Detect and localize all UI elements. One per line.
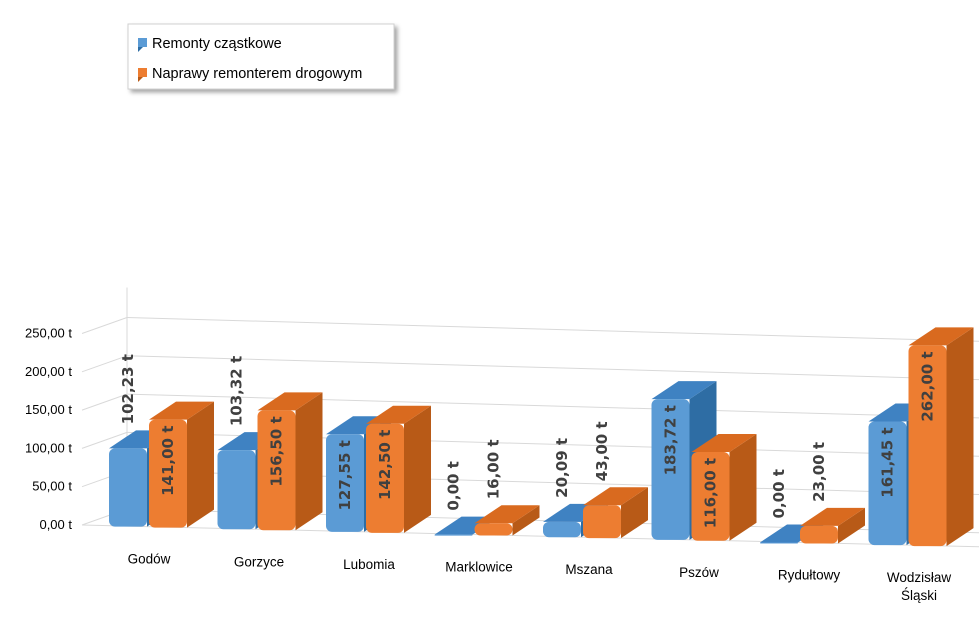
x-tick-label: Wodzisław Śląski (887, 570, 952, 603)
x-tick-label: Gorzyce (234, 554, 284, 569)
data-label: 0,00 t (445, 461, 463, 510)
data-label: 183,72 t (662, 405, 680, 475)
bar-top (257, 392, 323, 411)
gridline-side (81, 393, 128, 411)
y-tick-label: 0,00 t (39, 517, 72, 532)
bar-front (800, 525, 838, 544)
bar-side (621, 487, 648, 539)
bar-top (583, 487, 648, 506)
data-label: 23,00 t (810, 442, 828, 502)
bar-side (187, 401, 214, 528)
bar-front (583, 505, 621, 539)
bar-side (295, 392, 323, 531)
bar (474, 505, 540, 536)
bar-top (474, 505, 540, 524)
bar-front (434, 534, 473, 536)
legend-marker-remonty (138, 38, 147, 52)
gridline-side (81, 317, 128, 334)
legend-box (127, 23, 395, 90)
data-label: 262,00 t (919, 351, 937, 421)
bar-top (651, 381, 717, 400)
bar (149, 401, 214, 528)
bar (691, 433, 757, 541)
data-label: 20,09 t (553, 438, 571, 498)
y-tick-label: 50,00 t (32, 479, 72, 494)
data-label: 156,50 t (268, 416, 286, 486)
bar-front (651, 399, 690, 540)
legend: Remonty cząstkowe Naprawy remonterem dro… (127, 23, 395, 90)
bar-front (908, 345, 947, 547)
gridline-side (81, 355, 128, 373)
y-tick-label: 200,00 t (25, 364, 72, 379)
data-label: 161,45 t (879, 427, 897, 497)
bar-top (908, 327, 974, 346)
data-label: 103,32 t (228, 356, 246, 426)
bar-top (149, 401, 214, 420)
bar-front (257, 410, 296, 531)
y-tick-label: 150,00 t (25, 402, 72, 417)
x-tick-label: Pszów (679, 565, 719, 580)
data-label: 0,00 t (770, 469, 788, 518)
data-labels: 102,23 t 141,00 t 103,32 t 156,50 t 127,55 t… (119, 351, 937, 528)
bar-side (838, 507, 865, 544)
bar-front (149, 419, 187, 528)
data-label: 102,23 t (119, 354, 137, 424)
bar-front (326, 434, 364, 532)
bar-side (512, 505, 540, 536)
bar (257, 392, 323, 531)
data-label: 141,00 t (159, 426, 177, 496)
x-tick-label: Rydułtowy (778, 567, 841, 582)
bar-top (691, 433, 757, 452)
bar-front (217, 450, 256, 530)
x-tick-label: Godów (128, 552, 171, 567)
bar (366, 405, 431, 533)
bar (908, 327, 974, 547)
bar-side (729, 433, 757, 541)
bar-front (366, 423, 404, 533)
bar (800, 507, 865, 544)
legend-marker-naprawy (138, 68, 147, 82)
gridline (126, 317, 979, 342)
gridline-side (81, 431, 128, 449)
bar-front (109, 448, 147, 527)
bar-front (691, 451, 730, 541)
bar-top (800, 507, 865, 526)
data-label: 43,00 t (593, 421, 611, 481)
data-label: 127,55 t (336, 440, 354, 510)
gridline (126, 355, 979, 381)
y-tick-label: 250,00 t (25, 326, 72, 341)
legend-label-remonty: Remonty cząstkowe (152, 36, 282, 52)
y-tick-label: 100,00 t (25, 440, 72, 455)
bar-front (474, 523, 513, 536)
x-tick-label: Marklowice (445, 560, 513, 575)
bar-side (404, 405, 431, 533)
bar-front (543, 521, 581, 538)
bar-top (366, 405, 431, 424)
data-label: 16,00 t (485, 439, 503, 499)
data-label: 116,00 t (702, 458, 720, 528)
x-tick-label: Lubomia (343, 557, 395, 572)
bar-side (946, 327, 974, 547)
bars (109, 327, 974, 547)
x-tick-label: Mszana (565, 562, 613, 577)
x-axis: Godów Gorzyce Lubomia Marklowice Mszana Pszów… (128, 552, 952, 603)
bar-front (868, 421, 907, 546)
data-label: 142,50 t (376, 430, 394, 500)
bar (583, 487, 648, 539)
bar-front (760, 542, 798, 544)
y-axis: 0,00 t 50,00 t 100,00 t 150,00 t 200,00 t 250… (25, 326, 72, 533)
legend-label-naprawy: Naprawy remonterem drogowym (152, 66, 362, 82)
gridline (126, 393, 979, 419)
